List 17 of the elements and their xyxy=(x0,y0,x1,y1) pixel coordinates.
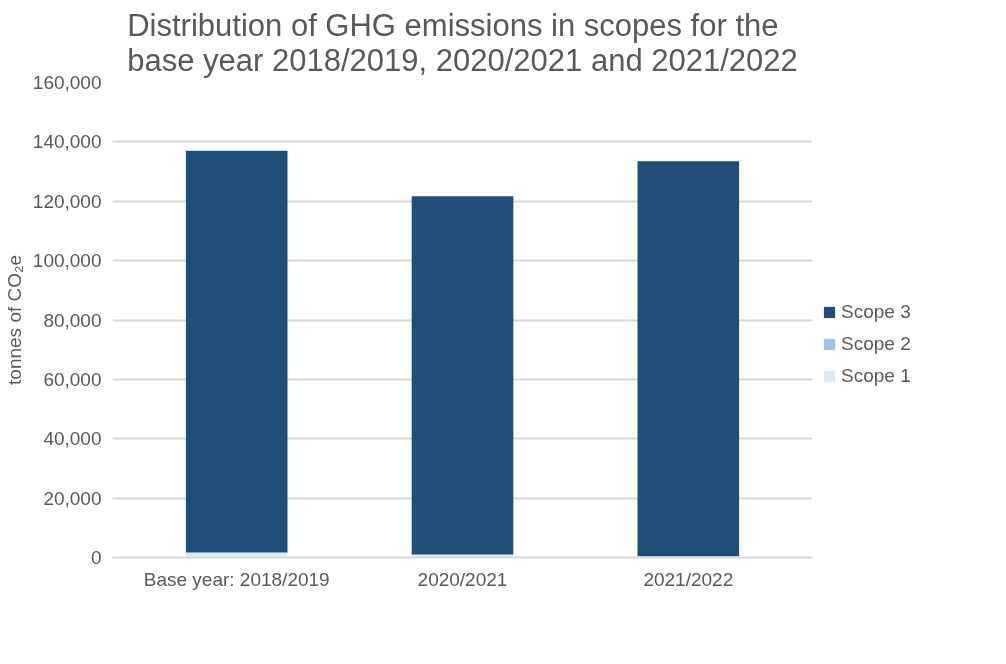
y-tick-label: 140,000 xyxy=(32,131,102,153)
y-tick-label: 40,000 xyxy=(43,428,102,450)
y-axis-title: tonnes of CO₂e xyxy=(3,255,25,385)
chart-title: Distribution of GHG emissions in scopes for the base year 2018/2019, 2020/2021 and 2021/2022 xyxy=(127,7,798,78)
y-tick-label: 60,000 xyxy=(43,368,102,390)
y-tick-label: 160,000 xyxy=(32,72,102,93)
y-tick-label: 120,000 xyxy=(32,190,102,212)
legend-label: Scope 3 xyxy=(841,301,911,323)
y-tick-label: 0 xyxy=(90,547,102,568)
y-tick-label: 100,000 xyxy=(32,250,102,272)
y-tick-label: 80,000 xyxy=(43,309,102,331)
x-tick-label: Base year: 2018/2019 xyxy=(143,568,330,590)
legend-label: Scope 1 xyxy=(841,365,911,387)
x-tick-label: 2021/2022 xyxy=(643,568,734,590)
x-tick-label: 2020/2021 xyxy=(417,568,508,590)
y-tick-label: 20,000 xyxy=(43,487,102,509)
legend-label: Scope 2 xyxy=(841,333,911,355)
